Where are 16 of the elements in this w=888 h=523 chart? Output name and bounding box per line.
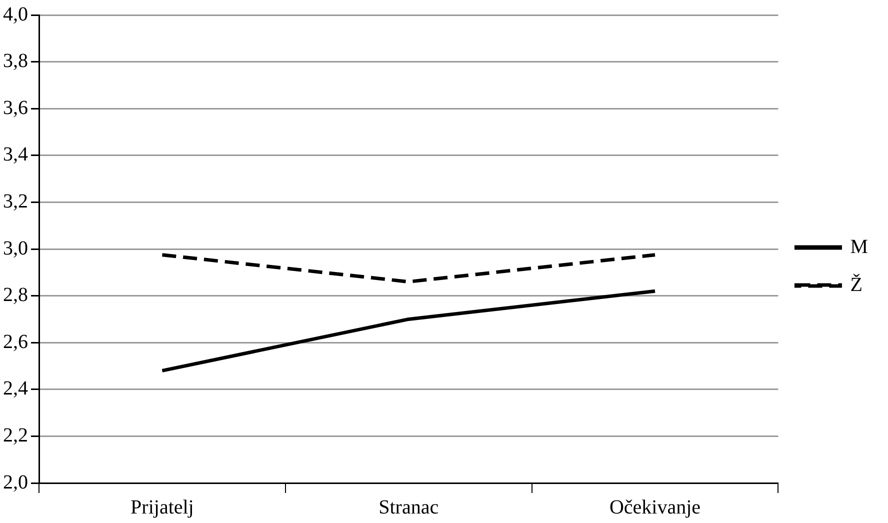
legend-label: M: [850, 236, 868, 258]
y-tick-label: 3,2: [3, 190, 28, 212]
x-tick-label: Prijatelj: [130, 496, 194, 518]
y-tick-label: 3,0: [3, 237, 28, 260]
y-tick-label: 2,8: [3, 284, 28, 306]
y-tick-label: 4,0: [3, 3, 28, 26]
y-tick-label: 2,2: [3, 424, 28, 446]
y-tick-label: 2,4: [3, 378, 28, 400]
y-tick-label: 3,8: [3, 50, 28, 72]
y-tick-label: 3,6: [3, 96, 28, 119]
x-tick-label: Očekivanje: [609, 496, 701, 518]
legend-label: Ž: [850, 272, 862, 296]
y-tick-label: 2,0: [3, 471, 28, 494]
x-tick-label: Stranac: [378, 496, 439, 518]
y-tick-label: 2,6: [3, 330, 28, 353]
y-tick-label: 3,4: [3, 144, 28, 166]
